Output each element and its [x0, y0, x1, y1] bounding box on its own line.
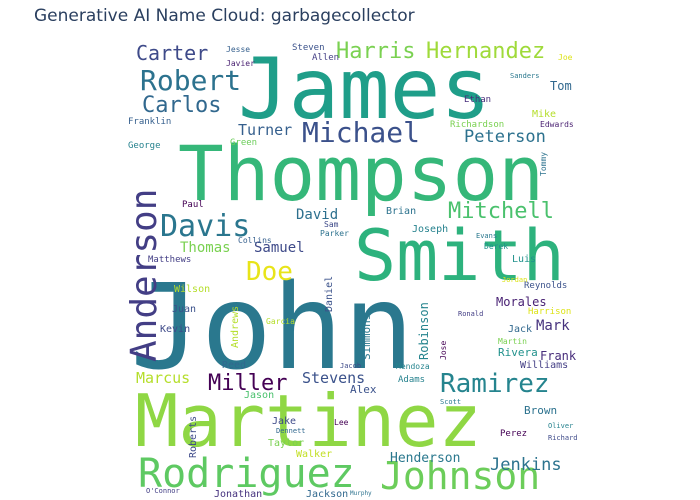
word-michael: Michael: [302, 116, 420, 149]
word-evans: Evans: [476, 232, 497, 240]
word-carter: Carter: [136, 41, 208, 65]
word-ronald: Ronald: [458, 310, 483, 318]
word-mark: Mark: [536, 318, 570, 334]
word-sanders: Sanders: [510, 72, 540, 80]
word-johnson: Johnson: [380, 454, 540, 498]
word-daniel: Daniel: [324, 276, 335, 312]
word-smith: Smith: [354, 215, 565, 297]
word-thompson: Thompson: [178, 129, 544, 218]
word-miller: Miller: [208, 371, 287, 396]
word-green: Green: [230, 138, 257, 148]
word-brian: Brian: [386, 206, 416, 217]
word-alex: Alex: [350, 383, 377, 396]
word-doe: Doe: [246, 257, 293, 287]
word-jackson: Jackson: [306, 489, 348, 500]
word-morales: Morales: [496, 295, 547, 309]
chart-title: Generative AI Name Cloud: garbagecollect…: [34, 6, 415, 26]
word-oliver: Oliver: [548, 422, 573, 430]
word-joseph: Joseph: [412, 224, 448, 235]
word-robinson: Robinson: [417, 302, 431, 360]
word-jason: Jason: [244, 390, 274, 401]
word-ethan: Ethan: [464, 95, 491, 105]
word-taylor: Taylor: [268, 438, 304, 449]
word-james: James: [238, 40, 491, 138]
word-harrison: Harrison: [528, 307, 571, 317]
word-parker: Parker: [320, 229, 349, 238]
word-allen: Allen: [312, 53, 339, 63]
word-hernandez: Hernandez: [426, 39, 545, 64]
word-george: George: [128, 141, 161, 151]
word-martinez: Martinez: [135, 379, 482, 463]
word-simmons: Simmons: [360, 314, 373, 360]
word-joe: Joe: [558, 53, 573, 62]
word-wilson: Wilson: [174, 284, 210, 295]
word-mitchell: Mitchell: [448, 199, 554, 224]
word-o-connor: O'Connor: [146, 487, 180, 495]
word-jesse: Jesse: [226, 45, 250, 54]
word-franklin: Franklin: [128, 117, 171, 127]
word-scott: Scott: [440, 398, 461, 406]
word-brown: Brown: [524, 404, 557, 417]
word-reed: Reed: [222, 360, 246, 371]
word-marcus: Marcus: [136, 369, 190, 387]
word-jenkins: Jenkins: [490, 455, 562, 475]
word-matthews: Matthews: [148, 255, 191, 265]
word-mike: Mike: [532, 109, 556, 120]
word-jake: Jake: [272, 416, 296, 427]
word-walker: Walker: [296, 449, 332, 460]
word-anderson: Anderson: [124, 189, 165, 362]
word-henderson: Henderson: [390, 451, 460, 466]
word-edwards: Edwards: [540, 120, 574, 129]
word-turner: Turner: [238, 121, 292, 139]
word-harris: Harris: [336, 39, 415, 64]
word-adams: Adams: [398, 375, 425, 385]
word-andrews: Andrews: [230, 306, 241, 348]
word-stevens: Stevens: [302, 369, 365, 387]
word-richardson: Richardson: [450, 120, 504, 130]
word-rodriguez: Rodriguez: [138, 451, 355, 497]
word-thomas: Thomas: [180, 240, 231, 256]
word-davis: Davis: [160, 209, 250, 244]
word-frank: Frank: [540, 349, 577, 363]
word-rivera: Rivera: [498, 346, 538, 359]
word-luis: Luis: [512, 254, 536, 265]
word-williams: Williams: [520, 360, 568, 371]
word-javier: Javier: [226, 59, 255, 68]
word-martin: Martin: [498, 337, 527, 346]
word-steven: Steven: [292, 43, 325, 53]
word-jose: Jose: [439, 341, 448, 360]
word-david: David: [296, 207, 338, 223]
word-tom: Tom: [550, 79, 572, 93]
word-ramirez: Ramirez: [440, 369, 550, 399]
word-jacob: Jacob: [340, 362, 361, 370]
word-samuel: Samuel: [254, 240, 305, 256]
word-collins: Collins: [238, 236, 272, 245]
word-murphy: Murphy: [350, 490, 372, 497]
word-jordan: Jordan: [502, 276, 527, 284]
word-jonathan: Jonathan: [214, 489, 262, 500]
word-reynolds: Reynolds: [524, 281, 567, 291]
word-dennett: Dennett: [276, 427, 306, 435]
word-paul: Paul: [182, 200, 204, 210]
word-carlos: Carlos: [142, 93, 221, 118]
word-garcia: Garcia: [266, 317, 295, 326]
word-juan: Juan: [172, 304, 196, 315]
word-peterson: Peterson: [464, 127, 546, 147]
word-lee: Lee: [334, 418, 349, 427]
word-roberts: Roberts: [188, 416, 199, 458]
word-derek: Derek: [484, 242, 508, 251]
word-tommy: Tommy: [539, 152, 548, 176]
word-john: John: [130, 258, 414, 396]
word-kevin: Kevin: [160, 324, 190, 335]
word-robert: Robert: [140, 64, 241, 97]
word-mendoza: Mendoza: [396, 362, 430, 371]
word-sam: Sam: [324, 220, 339, 229]
word-jack: Jack: [508, 324, 532, 335]
word-richard: Richard: [548, 434, 578, 442]
word-perez: Perez: [500, 429, 527, 439]
